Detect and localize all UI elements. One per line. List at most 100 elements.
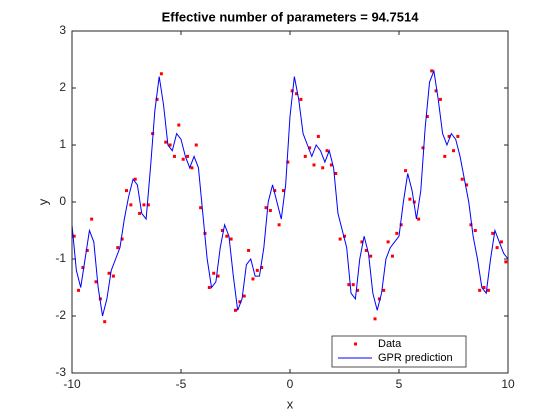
data-point (369, 254, 373, 258)
data-point (360, 240, 364, 244)
y-tick-label: -3 (55, 365, 66, 379)
data-point (438, 97, 442, 101)
data-point (478, 288, 482, 292)
data-point (395, 231, 399, 235)
y-tick-label: 1 (59, 137, 66, 151)
data-point (443, 154, 447, 158)
data-point (229, 237, 233, 241)
data-point (343, 234, 346, 238)
x-tick-label: -10 (63, 377, 81, 391)
data-point (495, 246, 499, 250)
data-point (377, 297, 381, 301)
data-point (491, 231, 495, 235)
data-point (482, 286, 486, 289)
data-point (268, 209, 272, 213)
data-point (133, 177, 137, 181)
data-point (120, 237, 124, 241)
data-point (312, 163, 316, 167)
data-point (77, 288, 81, 292)
y-axis-label: y (35, 198, 50, 205)
data-point (85, 248, 89, 252)
y-tick-label: 3 (59, 23, 66, 37)
axes-box (71, 30, 509, 374)
data-point (90, 217, 94, 221)
data-point (351, 283, 355, 287)
data-point (281, 189, 285, 193)
data-point (329, 163, 333, 167)
data-point (299, 97, 303, 101)
x-tick-label: 10 (501, 377, 515, 391)
data-point (390, 254, 394, 258)
data-point (247, 248, 251, 252)
data-point (338, 237, 342, 241)
x-tick-label: -5 (176, 377, 187, 391)
data-point (504, 260, 508, 264)
data-point (273, 189, 277, 193)
data-point (255, 268, 259, 272)
data-point (111, 274, 115, 278)
data-point (116, 246, 120, 250)
data-point (142, 203, 146, 207)
x-tick-label: 5 (396, 377, 403, 391)
y-tick-label: 0 (59, 194, 66, 208)
data-point (177, 123, 181, 127)
data-point (456, 134, 460, 138)
data-point (447, 134, 451, 138)
data-point (465, 183, 469, 187)
legend-label: GPR prediction (378, 352, 453, 364)
data-point (168, 143, 172, 147)
data-point (146, 203, 150, 207)
data-point (404, 169, 408, 173)
data-point (325, 149, 329, 153)
data-point (138, 211, 142, 215)
data-point (434, 89, 438, 93)
data-point (460, 177, 464, 181)
data-point (155, 97, 159, 101)
data-point (181, 157, 185, 161)
data-point (469, 223, 473, 227)
data-point (316, 134, 320, 138)
legend-marker (354, 342, 357, 346)
data-point (408, 197, 412, 201)
chart-title: Effective number of parameters = 94.7514 (162, 9, 420, 24)
data-point (186, 154, 190, 158)
data-point (399, 223, 403, 227)
data-point (190, 166, 194, 170)
data-point (308, 146, 312, 150)
data-point (334, 172, 338, 175)
data-point (303, 154, 307, 158)
data-point (286, 160, 290, 164)
data-point (125, 189, 128, 193)
data-point (94, 280, 98, 284)
data-point (172, 154, 176, 158)
data-point (486, 288, 490, 292)
prediction-line (71, 68, 509, 317)
data-point (225, 234, 229, 238)
data-point (277, 223, 281, 227)
x-axis-label: x (287, 396, 294, 411)
data-point (452, 149, 455, 153)
data-point (194, 143, 198, 147)
data-point (212, 271, 216, 275)
data-point (264, 206, 268, 210)
data-point (473, 229, 477, 232)
data-point (417, 217, 421, 221)
data-point (421, 146, 425, 150)
data-point (382, 288, 386, 292)
data-point (207, 286, 211, 289)
legend-label: Data (378, 338, 402, 350)
data-point (199, 206, 203, 210)
data-point (347, 283, 351, 287)
data-point (364, 248, 368, 252)
data-point (238, 300, 242, 304)
legend: Data GPR prediction (331, 335, 467, 368)
data-point (251, 277, 255, 281)
data-point (356, 288, 360, 292)
data-point (164, 140, 168, 144)
data-point (72, 234, 76, 238)
data-point (430, 69, 434, 73)
data-point (425, 115, 429, 118)
data-point (103, 320, 107, 324)
data-point (386, 240, 390, 244)
